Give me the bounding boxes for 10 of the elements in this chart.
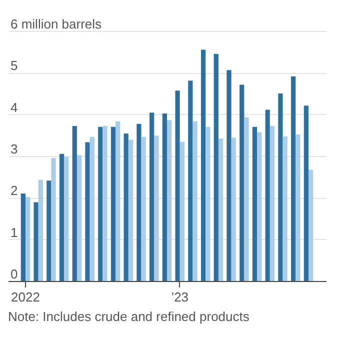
y-tick-label: 0 <box>10 266 18 282</box>
y-tick-label: 1 <box>10 224 18 240</box>
y-tick-label: 3 <box>10 142 18 156</box>
y-tick-label: 6 million barrels <box>10 16 102 32</box>
x-tick-label: ’23 <box>171 290 189 304</box>
x-tick-label: 2022 <box>11 290 40 304</box>
y-tick-label: 5 <box>10 58 18 74</box>
y-tick-label: 4 <box>10 100 18 115</box>
text: Note: Includes crude and refined products <box>8 308 250 326</box>
y-tick-label: 2 <box>10 183 18 198</box>
